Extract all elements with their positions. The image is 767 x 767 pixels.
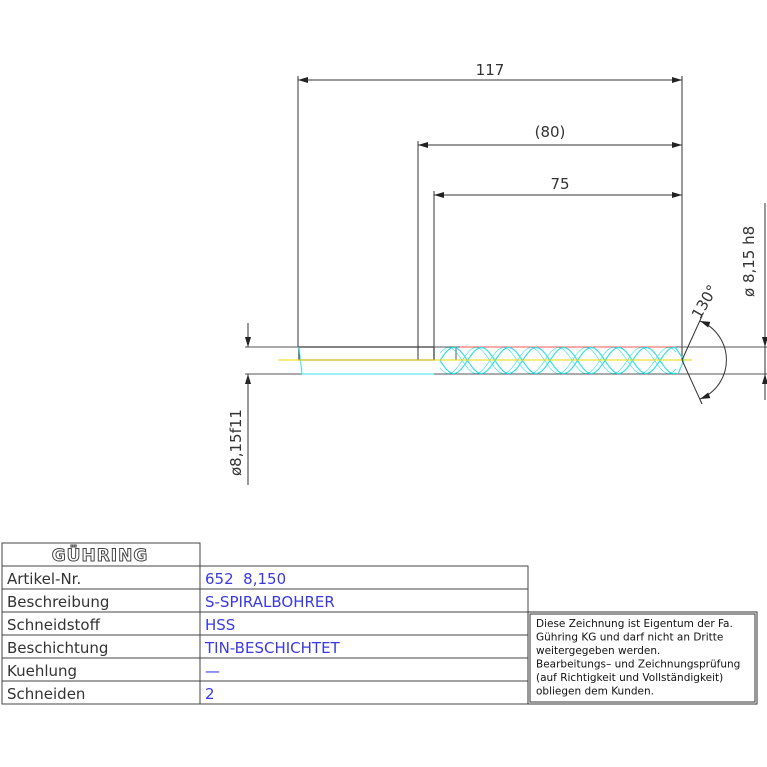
dimension-right-diameter-label: ø 8,15 h8 — [740, 226, 758, 297]
helix-curve — [439, 346, 677, 375]
note-line: Diese Zeichnung ist Eigentum der Fa. — [536, 618, 733, 630]
guehring-logo: GÜHRING — [52, 544, 149, 566]
note-box — [527, 611, 758, 705]
helix-curve — [439, 347, 677, 374]
dimension-left-diameter-label: ø8,15f11 — [227, 409, 245, 476]
row-label: Kuehlung — [7, 662, 77, 680]
dimension-75-label: 75 — [550, 175, 569, 193]
row-value: 652 8,150 — [205, 570, 286, 588]
helix-curve — [439, 346, 677, 375]
note-line: Bearbeitungs– und Zeichnungsprüfung — [536, 659, 740, 671]
helix-curve — [439, 347, 677, 374]
note-line: (auf Richtigkeit und Vollständigkeit) — [536, 672, 723, 684]
dimension-80-label: (80) — [535, 123, 566, 141]
point-angle-label: 130° — [688, 282, 722, 322]
dimension-117-label: 117 — [476, 61, 505, 79]
row-label: Schneidstoff — [7, 616, 101, 634]
row-label: Schneiden — [7, 685, 85, 703]
extension-lines — [297, 76, 683, 360]
note-line: Gühring KG und darf nicht an Dritte — [536, 632, 723, 644]
row-value: 2 — [205, 685, 215, 703]
row-value: TIN-BESCHICHTET — [204, 639, 341, 657]
row-value: HSS — [205, 616, 235, 634]
row-label: Beschreibung — [7, 593, 109, 611]
note-line: obliegen dem Kunden. — [536, 686, 654, 698]
point-angle-dimension — [681, 315, 727, 405]
note-line: weitergegeben werden. — [536, 645, 660, 657]
row-value: S-SPIRALBOHRER — [205, 593, 335, 611]
row-label: Beschichtung — [7, 639, 108, 657]
row-label: Artikel-Nr. — [7, 570, 81, 588]
row-value: — — [205, 662, 220, 680]
drill-helix-flutes — [439, 346, 677, 375]
